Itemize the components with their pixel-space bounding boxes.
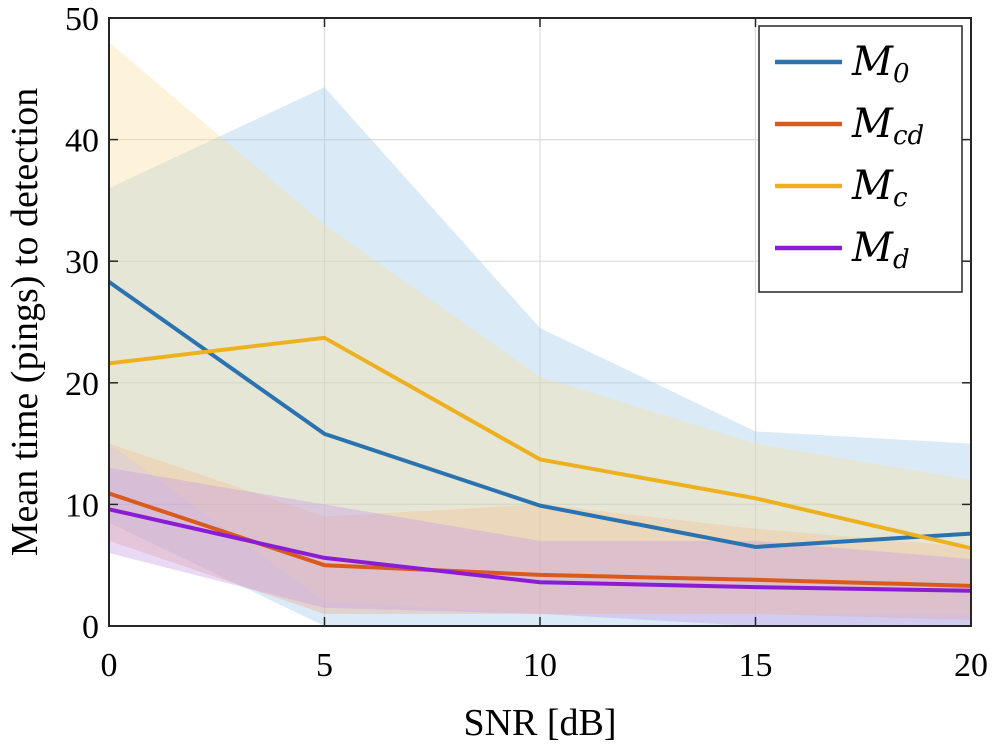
y-tick-label: 50 xyxy=(65,1,99,38)
legend-label-md: Md xyxy=(851,225,910,275)
band-layer xyxy=(109,42,971,626)
legend: M0 Mcd Mc Md xyxy=(758,25,963,293)
y-axis-title: Mean time (pings) to detection xyxy=(4,88,46,557)
y-tick-label: 30 xyxy=(65,244,99,281)
y-tick-label: 10 xyxy=(65,487,99,524)
tick-layer: 0 5 10 15 20 0 10 20 30 40 50 xyxy=(65,1,988,684)
y-tick-label: 0 xyxy=(82,609,99,646)
line-layer xyxy=(107,280,972,593)
x-tick-label: 0 xyxy=(101,647,118,684)
y-tick-label: 40 xyxy=(65,123,99,160)
series-line-mc xyxy=(108,335,972,551)
legend-label-mc: Mc xyxy=(851,163,908,213)
y-tick-label: 20 xyxy=(65,366,99,403)
band-m0 xyxy=(109,87,971,626)
band-mc xyxy=(109,42,971,614)
x-tick-label: 10 xyxy=(523,647,557,684)
x-tick-label: 5 xyxy=(316,647,333,684)
x-tick-label: 15 xyxy=(739,647,773,684)
series-line-m0 xyxy=(107,280,972,549)
x-axis-title: SNR [dB] xyxy=(463,702,616,744)
series-line-md xyxy=(108,507,972,593)
band-mcd xyxy=(109,443,971,620)
legend-label-m0: M0 xyxy=(851,39,910,89)
legend-label-mcd: Mcd xyxy=(851,101,924,151)
x-tick-label: 20 xyxy=(954,647,988,684)
